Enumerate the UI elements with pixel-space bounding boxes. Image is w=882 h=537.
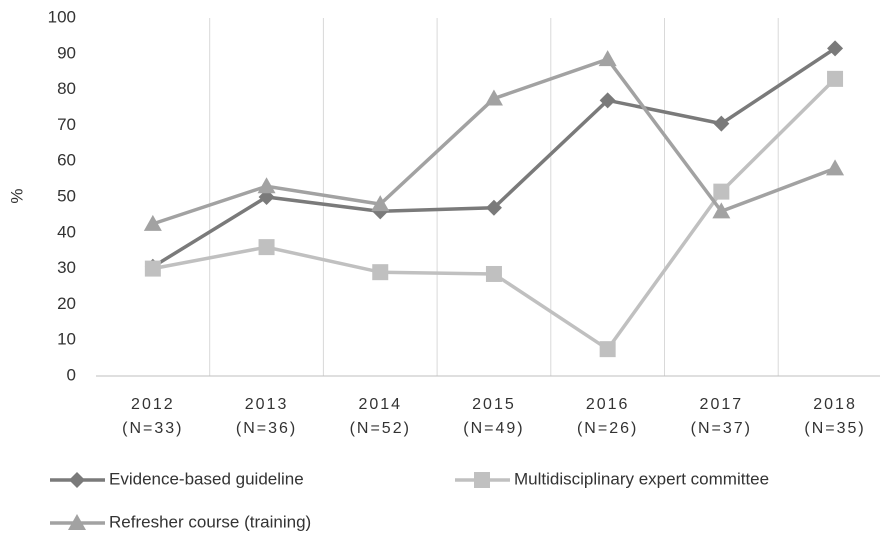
y-axis-label: % xyxy=(7,188,26,203)
data-point xyxy=(144,260,161,277)
data-point xyxy=(484,89,503,106)
y-tick-label: 20 xyxy=(57,294,76,313)
data-point xyxy=(713,115,730,132)
y-tick-label: 0 xyxy=(67,365,76,384)
x-tick-label: 2017 (N=37) xyxy=(691,396,752,437)
legend-marker xyxy=(68,514,86,530)
data-point xyxy=(371,195,390,212)
series-line xyxy=(152,57,836,226)
y-tick-label: 10 xyxy=(57,330,76,349)
data-point xyxy=(827,70,844,87)
x-tick-label: 2014 (N=52) xyxy=(350,396,411,437)
y-tick-label: 40 xyxy=(57,222,76,241)
series-line xyxy=(151,46,837,269)
data-point xyxy=(258,239,275,256)
x-tick-label: 2018 (N=35) xyxy=(804,396,865,437)
y-tick-label: 70 xyxy=(57,115,76,134)
data-point xyxy=(143,214,162,231)
y-tick-label: 100 xyxy=(48,7,76,26)
x-tick-label: 2012 (N=33) xyxy=(122,396,183,437)
y-tick-label: 60 xyxy=(57,151,76,170)
legend-marker xyxy=(474,472,490,488)
data-point xyxy=(485,265,502,282)
legend-label: Evidence-based guideline xyxy=(109,469,304,488)
data-point xyxy=(257,177,276,194)
data-point xyxy=(599,92,616,109)
data-point xyxy=(712,202,731,219)
legend-marker xyxy=(69,472,85,488)
data-point xyxy=(598,50,617,67)
y-tick-label: 50 xyxy=(57,186,76,205)
data-point xyxy=(827,40,844,57)
y-tick-label: 90 xyxy=(57,43,76,62)
x-tick-label: 2016 (N=26) xyxy=(577,396,638,437)
data-point xyxy=(826,159,845,176)
data-point xyxy=(372,264,389,281)
data-point xyxy=(599,341,616,358)
x-tick-label: 2013 (N=36) xyxy=(236,396,297,437)
data-point xyxy=(485,199,502,216)
y-tick-label: 30 xyxy=(57,258,76,277)
data-point xyxy=(713,183,730,200)
legend-label: Refresher course (training) xyxy=(109,512,311,531)
x-tick-label: 2015 (N=49) xyxy=(463,396,524,437)
y-tick-label: 80 xyxy=(57,79,76,98)
legend-label: Multidisciplinary expert committee xyxy=(514,469,769,488)
